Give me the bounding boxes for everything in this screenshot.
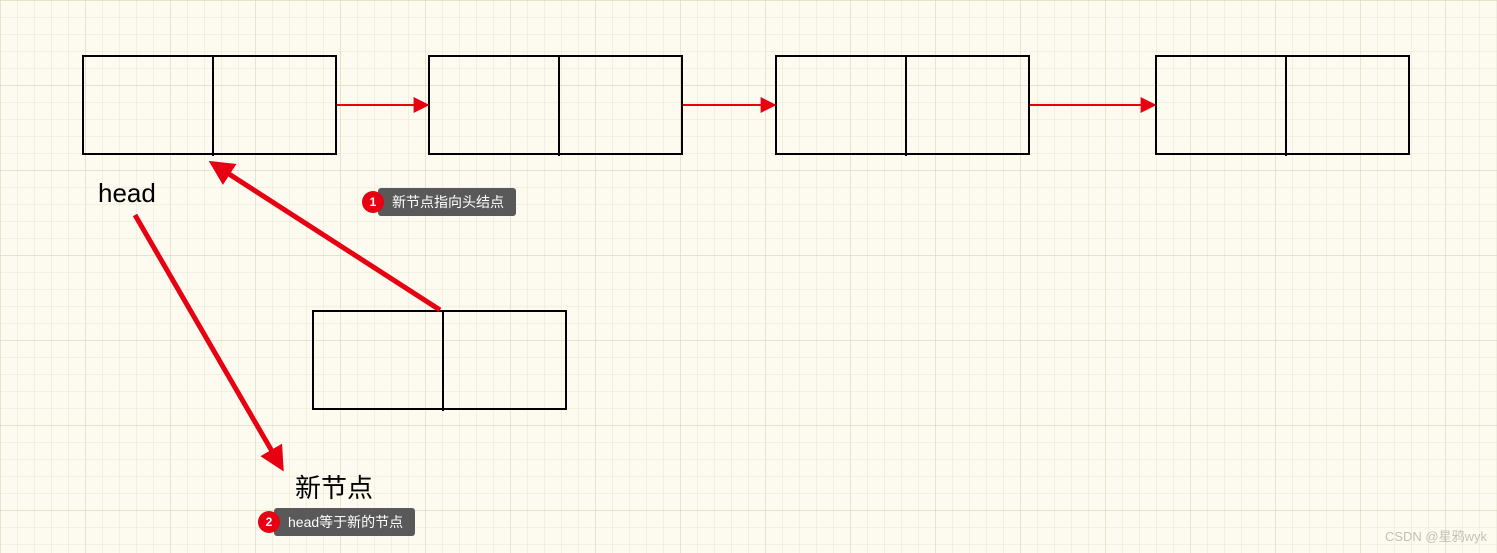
watermark: CSDN @星鸦wyk: [1385, 526, 1487, 545]
list-node-1: [82, 55, 337, 155]
step-1-text: 新节点指向头结点: [378, 188, 516, 216]
step-1-annotation: 1 新节点指向头结点: [362, 188, 516, 216]
new-node-label: 新节点: [295, 468, 373, 505]
list-node-4: [1155, 55, 1410, 155]
list-node-2: [428, 55, 683, 155]
list-node-3: [775, 55, 1030, 155]
new-node: [312, 310, 567, 410]
step-2-number: 2: [258, 511, 280, 533]
step-1-number: 1: [362, 191, 384, 213]
step-2-annotation: 2 head等于新的节点: [258, 508, 415, 536]
step-2-text: head等于新的节点: [274, 508, 415, 536]
head-label: head: [98, 178, 156, 209]
